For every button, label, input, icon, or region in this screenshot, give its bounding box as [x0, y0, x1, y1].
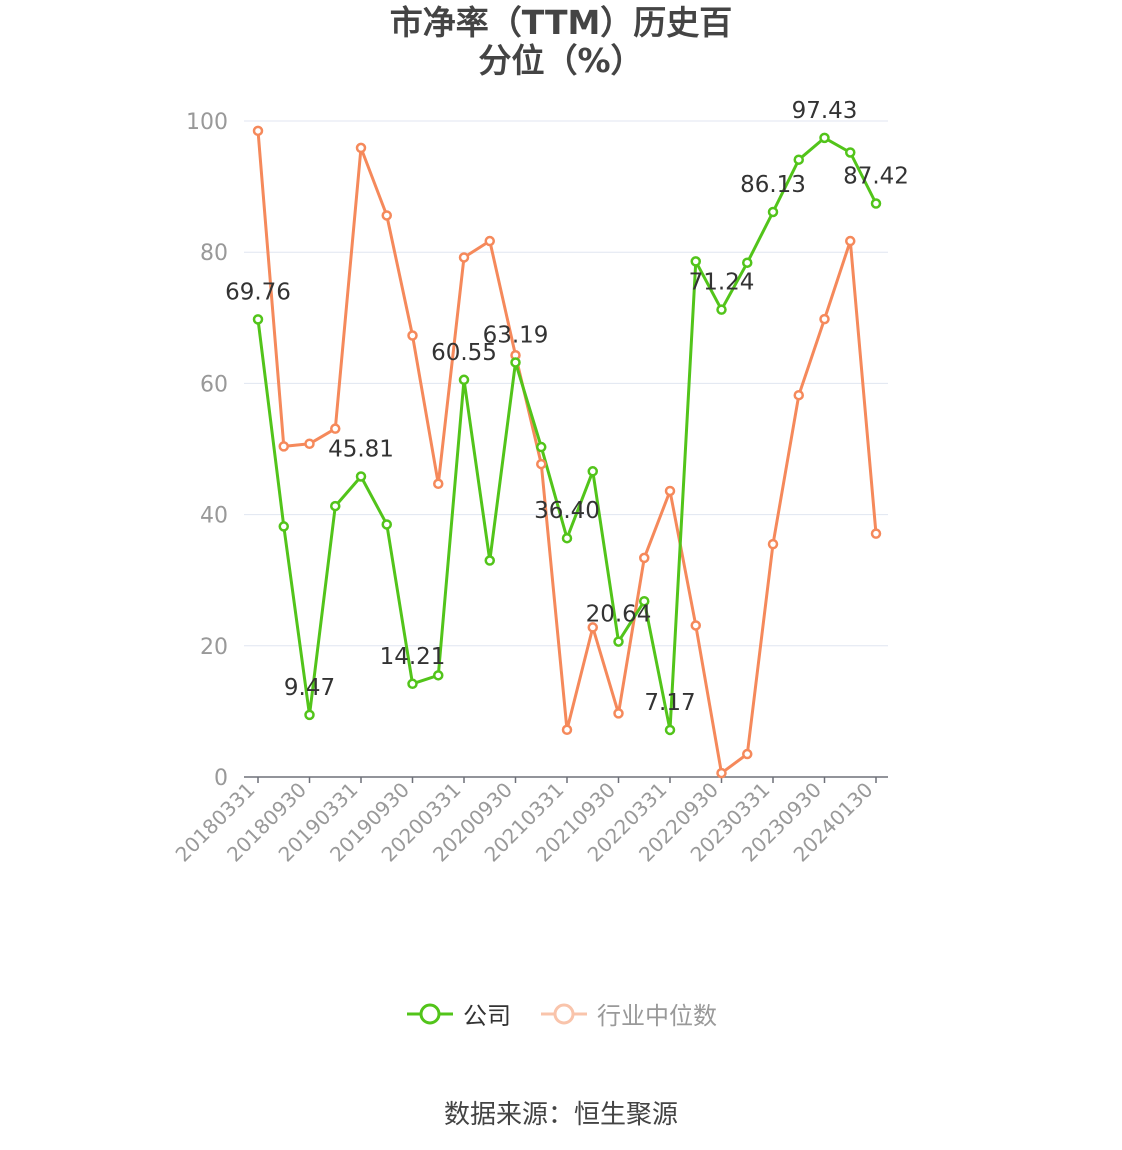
y-tick-label: 40 [200, 504, 228, 529]
data-label: 9.47 [284, 675, 335, 701]
data-point-industry [793, 389, 804, 401]
legend-item-company[interactable]: 公司 [405, 996, 511, 1031]
data-point-industry [304, 438, 315, 450]
data-point-company [767, 206, 779, 218]
data-label: 87.42 [843, 164, 909, 190]
data-point-industry [561, 724, 573, 736]
data-point-company [458, 374, 470, 386]
y-tick-label: 0 [214, 766, 228, 791]
data-point-industry [433, 478, 444, 490]
data-point-industry [587, 622, 598, 633]
data-label: 7.17 [644, 690, 695, 716]
line-chart: 0204060801002018033120180930201903312019… [171, 98, 909, 867]
data-point-industry [845, 235, 856, 247]
data-point-company [510, 357, 521, 368]
source-note: 数据来源：恒生聚源 [443, 1100, 678, 1130]
data-label: 20.64 [586, 602, 652, 628]
data-point-company [252, 314, 264, 325]
data-label: 63.19 [483, 322, 549, 348]
data-point-company [330, 500, 341, 512]
data-point-industry [536, 458, 547, 470]
data-point-company [433, 670, 444, 681]
data-point-industry [767, 538, 779, 550]
data-point-company [613, 636, 624, 647]
data-point-company [793, 154, 804, 165]
legend-item-industry[interactable]: 行业中位数 [539, 996, 717, 1031]
data-label: 97.43 [792, 98, 858, 124]
y-tick-label: 20 [200, 635, 228, 660]
data-point-industry [742, 748, 753, 760]
data-label: 71.24 [689, 270, 755, 296]
y-tick-label: 100 [186, 110, 228, 135]
data-point-industry [870, 528, 882, 539]
legend-line-circle-icon [407, 1003, 453, 1024]
data-point-industry [484, 235, 495, 247]
data-label: 14.21 [380, 644, 446, 670]
legend: 公司 行业中位数 [0, 996, 1122, 1031]
data-point-industry [278, 441, 289, 452]
chart-title-line-2: 分位（%） [478, 41, 644, 80]
chart-title: 市净率（TTM）历史百 分位（%） [0, 4, 1122, 80]
series-layer [252, 125, 882, 779]
y-tick-label: 60 [200, 372, 228, 397]
legend-label-company: 公司 [463, 1002, 511, 1030]
data-point-company [845, 147, 856, 158]
data-point-company [381, 519, 392, 530]
y-tick-label: 80 [200, 241, 228, 266]
data-point-company [587, 466, 598, 477]
chart-title-line-1: 市净率（TTM）历史百 [389, 3, 733, 42]
data-label: 69.76 [225, 279, 291, 305]
data-point-company [639, 595, 650, 607]
data-point-company [355, 471, 367, 482]
legend-line-circle-icon [541, 1003, 587, 1024]
data-point-company [716, 304, 727, 315]
data-point-industry [355, 142, 367, 154]
data-point-company [819, 132, 830, 144]
data-point-industry [613, 708, 624, 719]
data-point-industry [664, 485, 676, 497]
data-label: 60.55 [431, 340, 497, 366]
data-point-industry [819, 313, 830, 325]
data-point-industry [716, 767, 727, 779]
series-line-company [256, 136, 878, 732]
data-point-company [484, 555, 495, 566]
data-point-company [870, 198, 882, 209]
data-point-company [561, 532, 573, 544]
data-label: 45.81 [328, 436, 394, 462]
data-point-industry [458, 252, 470, 263]
data-point-company [690, 256, 701, 267]
data-point-industry [330, 423, 341, 434]
data-point-company [278, 521, 289, 532]
data-point-company [664, 724, 676, 736]
data-label: 86.13 [740, 172, 806, 198]
legend-label-industry: 行业中位数 [597, 1002, 717, 1030]
data-point-industry [252, 125, 264, 137]
data-point-industry [381, 210, 392, 221]
data-label: 36.40 [534, 498, 600, 524]
data-point-industry [407, 330, 418, 341]
data-point-company [304, 709, 315, 721]
data-point-industry [639, 552, 650, 564]
data-point-company [742, 257, 753, 268]
data-point-company [407, 678, 418, 690]
data-point-industry [690, 620, 701, 631]
data-point-company [536, 441, 547, 453]
